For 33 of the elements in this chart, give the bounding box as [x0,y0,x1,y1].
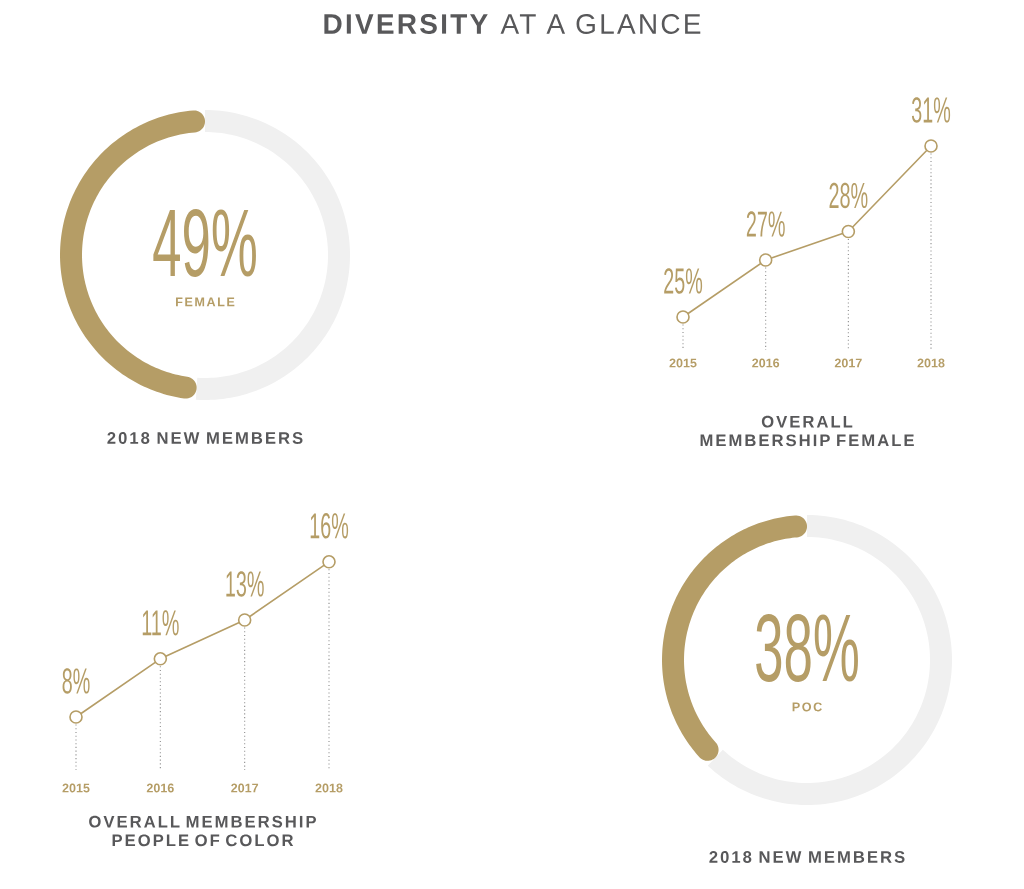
point [322,555,336,569]
text: OVERALL MEMBERSHIP FEMALE [700,415,914,447]
data-label: 13% [226,571,264,597]
point [237,613,252,627]
x-tick-label: 2017 [834,358,862,368]
x-tick-label: 2018 [315,783,343,793]
point [758,253,773,267]
text: 2018 NEW MEMBERS [709,851,905,863]
x-tick-label: 2016 [146,783,174,793]
x-tick-label: 2017 [231,783,259,793]
point [676,310,690,324]
data-label: 25% [664,268,703,294]
data-label: 28% [829,182,868,209]
text: DIVERSITY AT A GLANCE [324,14,701,34]
x-tick-label: 2016 [752,358,780,368]
point [69,710,83,724]
point [841,224,856,239]
text: POC [792,702,822,712]
data-label: 8% [62,668,90,694]
data-label: 49% [153,208,256,277]
text: OVERALL MEMBERSHIP PEOPLE OF COLOR [89,815,316,847]
point [924,139,938,153]
data-label: 11% [142,610,179,636]
point [153,652,168,666]
data-label: 38% [756,613,858,682]
x-tick-label: 2018 [917,358,945,368]
x-tick-label: 2015 [669,358,697,368]
data-label: 31% [911,97,951,123]
text: 2018 NEW MEMBERS [107,432,303,444]
data-label: 27% [746,211,785,237]
text: FEMALE [176,297,235,307]
x-tick-label: 2015 [62,783,90,793]
data-label: 16% [310,513,349,539]
